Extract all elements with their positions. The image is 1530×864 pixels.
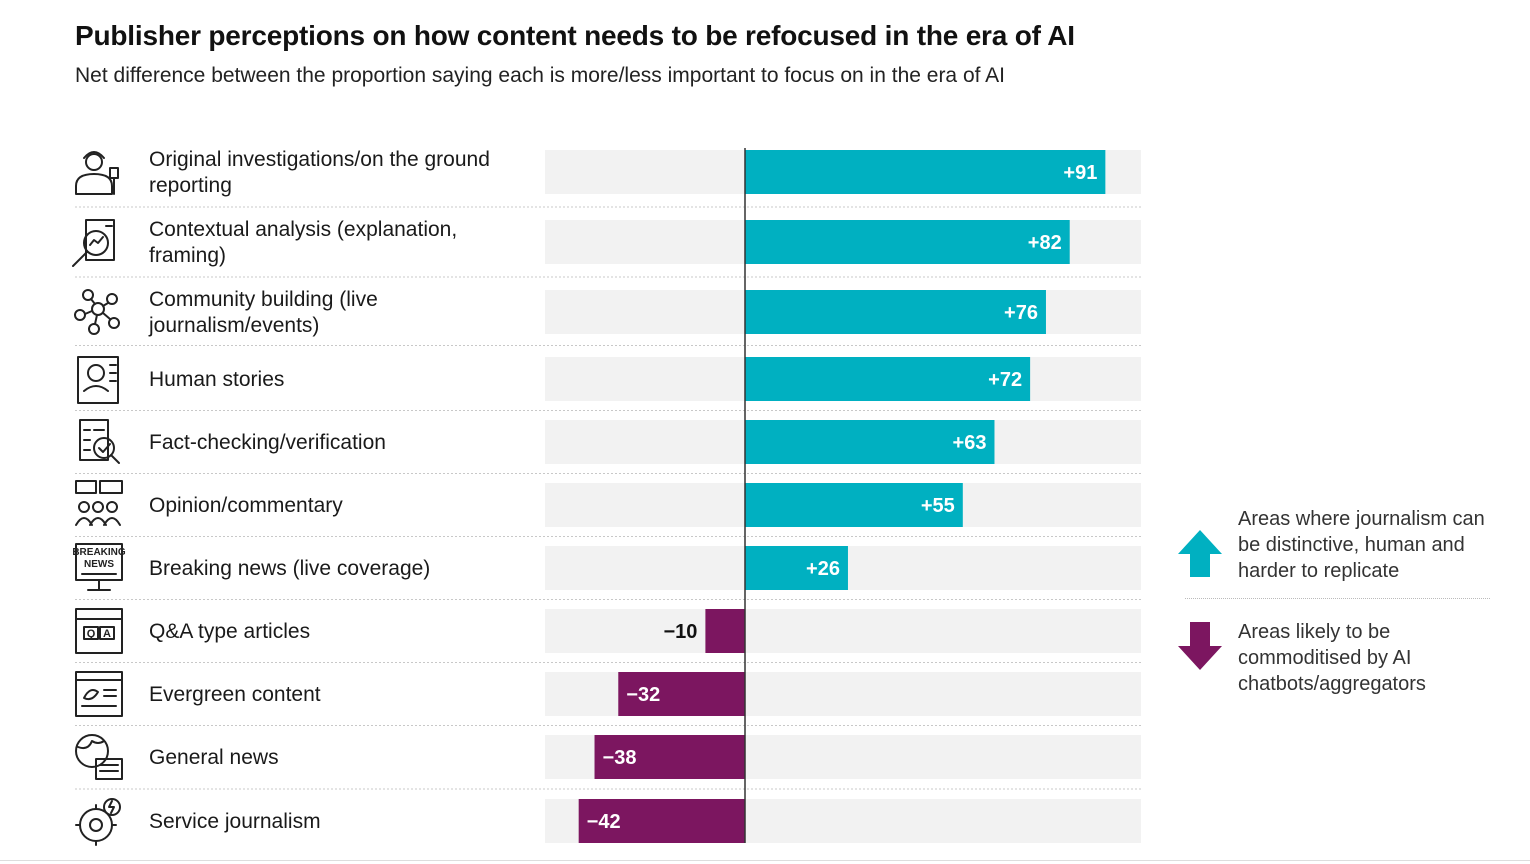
leaf-document-icon xyxy=(75,671,123,717)
bar-row: +63 Fact-checking/verification xyxy=(75,419,1141,474)
bar-value-label: −42 xyxy=(587,811,621,833)
bar xyxy=(745,357,1031,401)
analysis-magnifier-icon xyxy=(72,219,115,267)
category-label: framing) xyxy=(149,244,226,267)
bar xyxy=(745,290,1046,334)
legend-divider xyxy=(1185,598,1490,599)
globe-newspaper-icon xyxy=(75,734,123,780)
bar-value-label: +26 xyxy=(806,558,840,580)
bar xyxy=(618,672,745,716)
bar-value-label: +55 xyxy=(921,495,955,517)
category-label: Service journalism xyxy=(149,810,321,833)
bar-track xyxy=(545,609,1141,653)
category-label: Human stories xyxy=(149,368,284,391)
category-label: Evergreen content xyxy=(149,683,321,706)
category-label: reporting xyxy=(149,174,232,197)
bar-value-label: +63 xyxy=(953,432,987,454)
bar-row: −42 Service journalism xyxy=(75,798,1141,846)
bar-row: −10 Q&A type articles Q A xyxy=(75,608,1141,663)
category-label: Opinion/commentary xyxy=(149,494,343,517)
bar xyxy=(745,483,963,527)
legend-up-text: Areas where journalism can be distinctiv… xyxy=(1238,508,1485,582)
bar-value-label: −38 xyxy=(603,747,637,769)
arrow-down-icon xyxy=(1178,622,1222,670)
legend-down-text: Areas likely to be commoditised by AI ch… xyxy=(1238,621,1426,695)
arrow-up-icon xyxy=(1178,530,1222,577)
bar-row: +76 Community building (live journalism/ev… xyxy=(74,288,1141,346)
category-label: Q&A type articles xyxy=(149,620,310,643)
bottom-rule xyxy=(0,860,1530,861)
community-network-icon xyxy=(74,289,120,335)
bar-row: −38 General news xyxy=(75,734,1141,790)
category-label: journalism/events) xyxy=(148,314,319,337)
svg-text:A: A xyxy=(103,628,111,640)
bar-row: −32 Evergreen content xyxy=(75,671,1141,726)
bar-value-label: +82 xyxy=(1028,232,1062,254)
bar-row: +91 Original investigations/on the ground… xyxy=(75,148,1141,208)
bar-row: +72 Human stories xyxy=(75,356,1141,411)
bar-value-label: +72 xyxy=(988,369,1022,391)
chart-title: Publisher perceptions on how content nee… xyxy=(75,20,1075,51)
svg-text:Q: Q xyxy=(87,628,96,640)
bar xyxy=(705,609,745,653)
bar-value-label: −10 xyxy=(663,621,697,643)
bar-row: +26 Breaking news (live coverage) BREAKING… xyxy=(72,543,1141,600)
checklist-magnifier-icon xyxy=(79,419,120,464)
profile-book-icon xyxy=(77,356,119,404)
category-label: Community building (live xyxy=(149,288,378,311)
reporter-icon xyxy=(75,151,119,195)
svg-text:BREAKING: BREAKING xyxy=(72,547,126,558)
bar-value-label: +76 xyxy=(1004,302,1038,324)
bar xyxy=(578,799,745,843)
svg-text:NEWS: NEWS xyxy=(84,559,114,570)
bar xyxy=(745,220,1070,264)
speech-bubbles-people-icon xyxy=(75,480,123,526)
bar-row: +55 Opinion/commentary xyxy=(75,480,1141,537)
bar-value-label: −32 xyxy=(626,684,660,706)
category-label: Contextual analysis (explanation, xyxy=(149,218,457,241)
category-label: Original investigations/on the ground xyxy=(149,148,490,171)
chart-subtitle: Net difference between the proportion sa… xyxy=(75,64,1005,87)
bar xyxy=(745,420,995,464)
bar-row: +82 Contextual analysis (explanation, fram… xyxy=(72,218,1141,278)
category-label: General news xyxy=(149,746,279,769)
bar-value-label: +91 xyxy=(1063,162,1097,184)
bar xyxy=(594,735,745,779)
bar xyxy=(745,546,848,590)
category-label: Breaking news (live coverage) xyxy=(149,557,430,580)
gear-settings-icon xyxy=(75,798,121,846)
bar xyxy=(745,150,1106,194)
category-label: Fact-checking/verification xyxy=(149,431,386,454)
